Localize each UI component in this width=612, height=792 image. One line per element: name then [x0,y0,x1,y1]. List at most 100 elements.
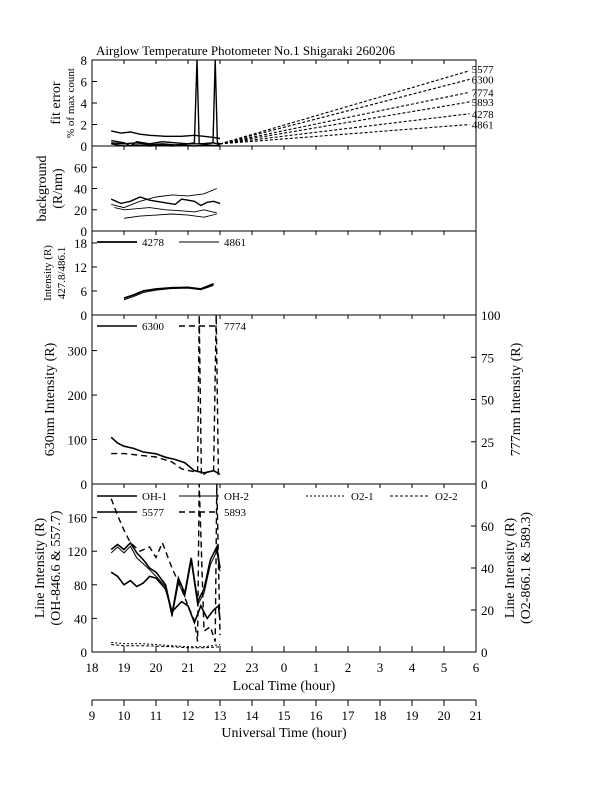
fit-error-measured-line [111,59,221,146]
red-ylabel: 630nm Intensity (R) [43,342,58,456]
oh-ylabel: Line Intensity (R) [33,518,48,619]
legend-label-OH-1: OH-1 [142,491,167,503]
fit-error-measured-line [111,130,221,140]
fit-error-series-label: 4861 [472,120,494,132]
oh-axis-left-tick-label: 160 [68,511,88,526]
fit-error-axis-tick-label: 0 [81,139,88,154]
fit-error-series-label: 6300 [472,74,495,86]
background-axis-tick-label: 60 [74,160,87,175]
legend-label-4278: 4278 [142,237,165,249]
background-axis-tick-label: 40 [74,182,87,197]
legend-label-5893: 5893 [224,507,247,519]
oh-axis-left-tick-label: 120 [68,544,88,559]
legend-label-O2-2: O2-2 [435,491,458,503]
legend-label-6300: 6300 [142,321,165,333]
background-line [110,196,221,207]
red-axis-right-tick-label: 75 [481,350,494,365]
blue-axis-tick-label: 0 [81,308,88,323]
fit-error-series-label: 4278 [472,109,495,121]
background-line [123,213,217,219]
o2-ylabel: Line Intensity (R) [503,518,518,619]
local-time-tick-label: 18 [86,660,99,675]
fit-error-extrapolation-line [219,101,470,145]
o2-ylabel2: (O2-866.1 & 589.3) [519,512,534,624]
red-axis-right-tick-label: 25 [481,435,494,450]
red-axis-left-tick-label: 300 [68,344,88,359]
red-axis-right-tick-label: 0 [481,477,488,492]
fit-error-series-label: 5893 [472,97,495,109]
local-time-label: Local Time (hour) [233,679,336,694]
ut-tick-label: 17 [342,708,356,723]
red-axis-right-tick-label: 100 [481,308,501,323]
chart-title: Airglow Temperature Photometer No.1 Shig… [96,43,396,58]
local-time-tick-label: 3 [377,660,384,675]
local-time-tick-label: 19 [118,660,131,675]
line-o2-1 [111,642,221,648]
background-line [114,207,217,214]
legend-label-7774: 7774 [224,321,247,333]
background-ylabel: background [35,155,50,221]
blue-ylabel2: 427.8/486.1 [56,247,68,300]
fit-error-axis-tick-label: 6 [81,75,88,90]
oh-axis-left-tick-label: 80 [74,578,87,593]
background-axis-tick-label: 20 [74,203,87,218]
ut-tick-label: 11 [150,708,163,723]
fit-error-series-label: 7774 [472,87,495,99]
legend-label-4861: 4861 [224,237,246,249]
blue-line-4278 [123,282,214,300]
red-axis-right-tick-label: 50 [481,393,494,408]
blue-line-4861 [123,284,214,301]
oh-axis-left-tick-label: 0 [81,645,88,660]
oh-axis-right-tick-label: 40 [481,561,494,576]
fit-error-ylabel2: % of max count [65,68,77,138]
ut-tick-label: 13 [214,708,227,723]
ut-tick-label: 21 [470,708,483,723]
local-time-tick-label: 5 [441,660,448,675]
red-y2label: 777nm Intensity (R) [509,342,524,456]
blue-axis-tick-label: 12 [74,260,87,275]
ut-tick-label: 18 [374,708,387,723]
fit-error-axis-tick-label: 8 [81,53,88,68]
fit-error-extrapolation-line [219,113,470,145]
oh-axis-right-tick-label: 60 [481,519,494,534]
oh-ylabel2: (OH-846.6 & 557.7) [49,510,64,625]
oh-axis-right-tick-label: 20 [481,603,494,618]
legend-label-O2-1: O2-1 [351,491,374,503]
panel-frame [91,314,477,485]
fit-error-extrapolation-line [219,123,470,145]
fit-error-series-label: 5577 [472,64,495,76]
blue-axis-tick-label: 18 [74,236,87,251]
ut-tick-label: 10 [118,708,131,723]
background-line [111,188,217,209]
ut-tick-label: 14 [246,708,260,723]
local-time-tick-label: 0 [281,660,288,675]
ut-label: Universal Time (hour) [221,726,347,741]
red-line-6300 [110,436,221,475]
ut-tick-label: 15 [278,708,291,723]
blue-axis-tick-label: 6 [81,284,88,299]
legend-label-5577: 5577 [142,507,165,519]
legend-label-OH-2: OH-2 [224,491,249,503]
ut-tick-label: 12 [182,708,195,723]
red-axis-left-tick-label: 0 [81,477,88,492]
fit-error-measured-line [111,139,221,147]
local-time-tick-label: 21 [182,660,195,675]
background-axis-tick-label: 0 [81,224,88,239]
fit-error-axis-tick-label: 4 [81,96,88,111]
local-time-tick-label: 22 [214,660,227,675]
blue-ylabel: Intensity (R) [42,245,54,301]
local-time-tick-label: 6 [473,660,480,675]
ut-tick-label: 9 [89,708,96,723]
line-o2-2 [111,644,221,649]
ut-tick-label: 19 [406,708,419,723]
red-line-7774 [111,314,221,477]
line-5893 [110,483,221,642]
fit-error-extrapolation-line [219,70,470,145]
fit-error-axis-tick-label: 2 [81,118,88,133]
background-ylabel2: (R/nm) [51,168,66,209]
panel-frame [91,145,477,232]
line-5577 [110,571,221,625]
local-time-tick-label: 23 [246,660,259,675]
oh-axis-right-tick-label: 0 [481,645,488,660]
